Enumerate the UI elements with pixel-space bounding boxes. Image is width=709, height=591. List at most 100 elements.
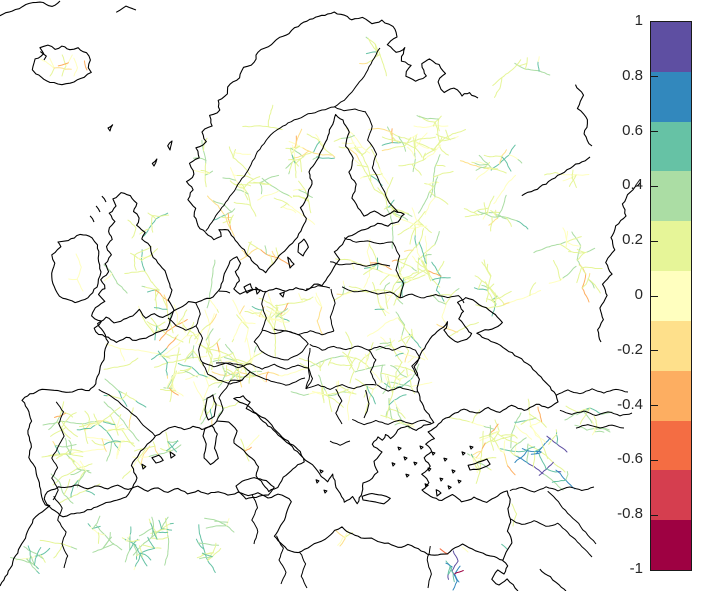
river (97, 532, 100, 544)
river (245, 354, 258, 365)
country-border (305, 285, 331, 290)
river (526, 443, 529, 463)
river (424, 381, 433, 385)
river (393, 280, 411, 294)
river (482, 442, 486, 449)
river (347, 289, 366, 293)
river (488, 217, 498, 226)
river (396, 260, 413, 269)
coastline (435, 489, 442, 497)
river (503, 174, 516, 190)
river (244, 446, 252, 452)
river (47, 453, 68, 457)
river (454, 565, 461, 583)
river (54, 412, 67, 418)
river (528, 413, 545, 425)
country-border (559, 409, 633, 417)
river (562, 174, 577, 182)
river (178, 392, 184, 397)
river (492, 75, 505, 86)
river (167, 535, 170, 552)
coastline (469, 445, 474, 450)
river (386, 292, 395, 304)
river (341, 142, 355, 145)
river (414, 224, 416, 236)
river (391, 207, 409, 214)
river (535, 246, 550, 252)
river (222, 177, 237, 181)
river (434, 121, 441, 142)
river (417, 267, 430, 276)
river (379, 304, 386, 317)
river (581, 275, 590, 289)
river (216, 309, 219, 313)
river (212, 359, 222, 362)
river (437, 118, 440, 132)
coastline (315, 479, 320, 484)
river (131, 443, 136, 447)
country-border (249, 371, 306, 386)
river (237, 364, 241, 377)
river (363, 267, 371, 289)
river (213, 200, 222, 204)
river (398, 318, 410, 335)
coastline (319, 469, 324, 474)
river (390, 365, 395, 368)
river (506, 439, 518, 445)
country-border (352, 418, 432, 426)
river (557, 465, 566, 473)
river (424, 196, 437, 215)
river (244, 184, 252, 187)
river (329, 362, 342, 366)
country-border (343, 237, 393, 245)
river (396, 281, 407, 283)
river (331, 154, 336, 158)
river (421, 274, 426, 277)
river (131, 357, 139, 363)
river (253, 434, 260, 442)
river (67, 435, 71, 439)
river (461, 546, 469, 553)
river (151, 212, 169, 225)
river (208, 379, 230, 387)
river (416, 115, 420, 118)
river (398, 339, 402, 342)
river (581, 266, 603, 269)
river (490, 195, 495, 203)
river (39, 539, 61, 544)
river (168, 342, 181, 352)
river (113, 440, 135, 444)
river (337, 534, 347, 546)
river (239, 305, 245, 315)
country-border (309, 343, 369, 351)
river (520, 420, 527, 425)
river (390, 145, 405, 150)
river (74, 460, 86, 471)
country-border (399, 293, 465, 304)
country-border (253, 328, 309, 361)
river (257, 196, 263, 201)
river (179, 334, 188, 344)
river (391, 259, 398, 262)
river (432, 170, 454, 178)
river (117, 441, 122, 456)
river (393, 400, 401, 412)
river (84, 410, 90, 424)
colorbar-tick (651, 185, 658, 187)
river (184, 349, 194, 363)
river (140, 249, 146, 272)
river (134, 445, 156, 452)
river (496, 77, 503, 94)
river (193, 381, 204, 401)
river (592, 426, 600, 436)
river (125, 539, 140, 542)
river (353, 135, 363, 148)
river (232, 299, 243, 318)
river (486, 263, 492, 277)
coastline (427, 467, 432, 472)
river (379, 274, 390, 285)
river (103, 272, 113, 282)
country-border (510, 518, 559, 527)
river (232, 358, 249, 364)
river (385, 398, 392, 419)
